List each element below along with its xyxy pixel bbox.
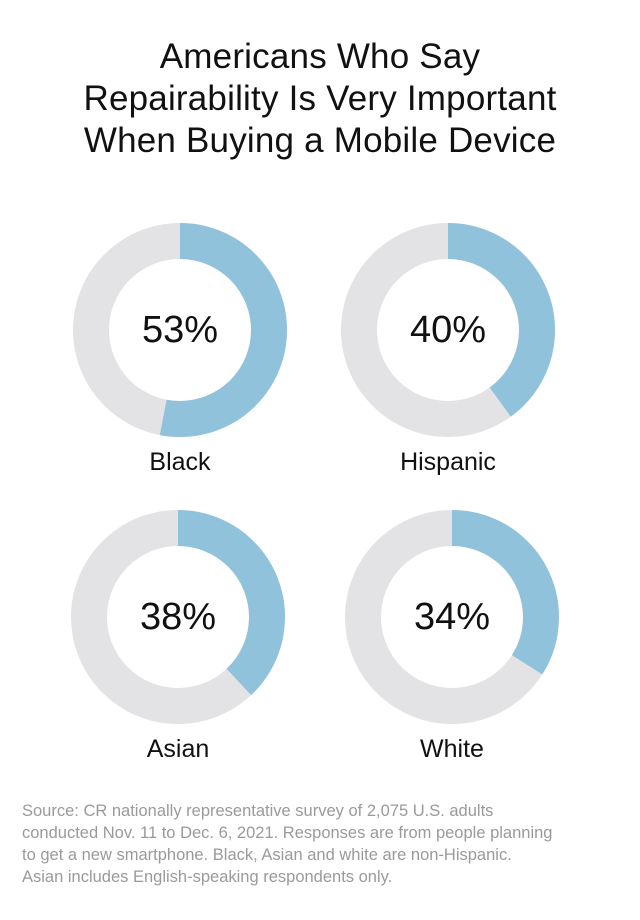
donut-slice-black — [73, 223, 287, 437]
donut-slice-asian — [71, 510, 285, 724]
donut-label-asian: Asian — [146, 735, 210, 763]
donut-value-asian: 38% — [139, 596, 217, 638]
donut-label-white: White — [420, 735, 484, 763]
chart-title: Americans Who Say Repairability Is Very … — [0, 36, 640, 162]
donut-asian — [71, 510, 285, 724]
donut-value-black: 53% — [141, 309, 219, 351]
source-line-2: conducted Nov. 11 to Dec. 6, 2021. Respo… — [22, 824, 553, 842]
source-line-1: Source: CR nationally representative sur… — [22, 802, 494, 820]
donut-label-hispanic: Hispanic — [400, 448, 496, 476]
donut-hispanic — [341, 223, 555, 437]
donut-slice-hispanic — [341, 223, 555, 437]
source-line-4: Asian includes English-speaking responde… — [22, 868, 393, 886]
title-line-3: When Buying a Mobile Device — [83, 121, 557, 160]
source-line-3: to get a new smartphone. Black, Asian an… — [22, 846, 512, 864]
title-line-2: Repairability Is Very Important — [83, 79, 557, 118]
donut-value-white: 34% — [413, 596, 491, 638]
donut-value-hispanic: 40% — [409, 309, 487, 351]
donut-black — [73, 223, 287, 437]
donut-white — [345, 510, 559, 724]
donut-label-black: Black — [149, 448, 211, 476]
title-line-1: Americans Who Say — [159, 37, 481, 76]
donut-slice-white — [345, 510, 559, 724]
source-note: Source: CR nationally representative sur… — [22, 800, 622, 888]
